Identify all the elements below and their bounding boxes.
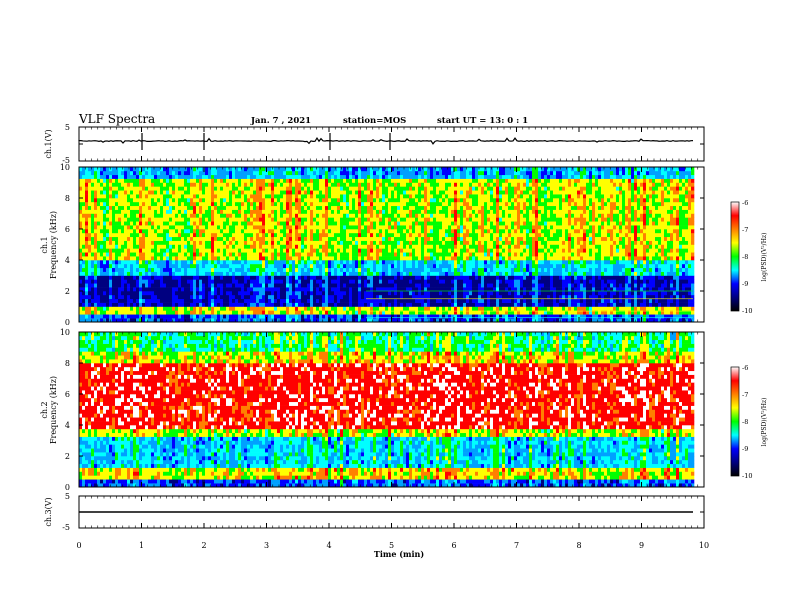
ch2-spectrogram-image — [79, 332, 695, 488]
ch2-freq-tick-10: 10 — [60, 328, 70, 337]
x-tick-6: 6 — [451, 541, 456, 550]
ch3-voltage-tick-top: 5 — [65, 492, 70, 501]
x-tick-3: 3 — [264, 541, 269, 550]
ch2-spectrogram-ticks — [78, 331, 705, 488]
ch2-colorbar-tick-minus9: -9 — [742, 445, 748, 453]
x-tick-2: 2 — [201, 541, 206, 550]
x-axis: 0 1 2 3 4 5 6 7 8 9 10 Time (min) — [76, 541, 709, 559]
ch1-colorbar-tick-minus6: -6 — [742, 199, 748, 207]
ch2-freq-tick-6: 6 — [65, 390, 70, 399]
ch1-colorbar-tick-minus9: -9 — [742, 280, 748, 288]
ch1-colorbar-tick-minus10: -10 — [742, 307, 752, 315]
ch1-colorbar-tick-minus8: -8 — [742, 253, 748, 261]
ch2-colorbar-tick-minus8: -8 — [742, 418, 748, 426]
ch1-freq-tick-8: 8 — [65, 194, 70, 203]
ch2-freq-tick-0: 0 — [65, 483, 70, 492]
ch2-freq-tick-4: 4 — [65, 421, 70, 430]
ch1-voltage-ticks — [78, 126, 705, 162]
ch2-colorbar-label: log(PSD)(V²/Hz) — [761, 398, 768, 447]
x-tick-5: 5 — [389, 541, 394, 550]
x-tick-8: 8 — [576, 541, 581, 550]
ch1-voltage-trace — [78, 133, 694, 150]
ch1-colorbar: -6 -7 -8 -9 -10 log(PSD)(V²/Hz) — [730, 199, 768, 315]
ch2-freq-tick-2: 2 — [65, 452, 70, 461]
ch1-colorbar-gradient — [730, 201, 740, 312]
ch2-frequency-label: Frequency (kHz) — [49, 376, 58, 444]
station-label: station=MOS — [343, 116, 406, 126]
ch2-spectrogram-panel: 0 2 4 6 8 10 ch.2 Frequency (kHz) — [40, 328, 705, 492]
ch1-voltage-ylabel: ch.1(V) — [44, 129, 53, 158]
ch1-voltage-tick-bottom: -5 — [62, 156, 70, 165]
ch1-frequency-label: Frequency (kHz) — [49, 211, 58, 279]
ch1-colorbar-label: log(PSD)(V²/Hz) — [761, 233, 768, 282]
ch3-voltage-tick-bottom: -5 — [62, 523, 70, 532]
ch2-colorbar-tick-minus6: -6 — [742, 364, 748, 372]
ch1-freq-tick-10: 10 — [60, 163, 70, 172]
ch1-voltage-panel: 5 -5 ch.1(V) — [44, 123, 705, 165]
ch1-channel-label: ch.1 — [40, 236, 49, 253]
figure-title: VLF Spectra — [78, 112, 155, 126]
ch1-freq-tick-2: 2 — [65, 287, 70, 296]
x-tick-7: 7 — [514, 541, 519, 550]
ch3-voltage-panel: 5 -5 ch.3(V) — [44, 492, 705, 532]
ch2-colorbar-tick-minus7: -7 — [742, 391, 748, 399]
ch2-channel-label: ch.2 — [40, 401, 49, 418]
ch1-spectrogram-ticks — [78, 166, 705, 323]
ch2-freq-tick-8: 8 — [65, 359, 70, 368]
ch1-spectrogram-panel: 0 2 4 6 8 10 ch.1 Frequency (kHz) — [40, 163, 705, 327]
x-tick-9: 9 — [639, 541, 644, 550]
ch1-freq-tick-4: 4 — [65, 256, 70, 265]
x-tick-10: 10 — [699, 541, 709, 550]
x-tick-4: 4 — [326, 541, 331, 550]
ch1-freq-tick-6: 6 — [65, 225, 70, 234]
ch2-colorbar-tick-minus10: -10 — [742, 472, 752, 480]
ch3-voltage-ylabel: ch.3(V) — [44, 497, 53, 526]
ch1-voltage-frame — [78, 126, 705, 162]
ch1-interference-lines — [366, 290, 693, 318]
ch2-colorbar: -6 -7 -8 -9 -10 log(PSD)(V²/Hz) — [730, 364, 768, 480]
ch1-freq-tick-0: 0 — [65, 318, 70, 327]
x-axis-label: Time (min) — [374, 549, 424, 559]
x-tick-1: 1 — [139, 541, 144, 550]
ch3-voltage-ticks — [78, 495, 705, 529]
ch1-spectrogram-image — [79, 167, 695, 323]
ch1-voltage-tick-top: 5 — [65, 123, 70, 132]
x-tick-0: 0 — [76, 541, 81, 550]
ch1-colorbar-tick-minus7: -7 — [742, 226, 748, 234]
ch2-colorbar-gradient — [730, 366, 740, 477]
date-label: Jan. 7 , 2021 — [250, 116, 311, 126]
start-time-label: start UT = 13: 0 : 1 — [437, 116, 528, 126]
